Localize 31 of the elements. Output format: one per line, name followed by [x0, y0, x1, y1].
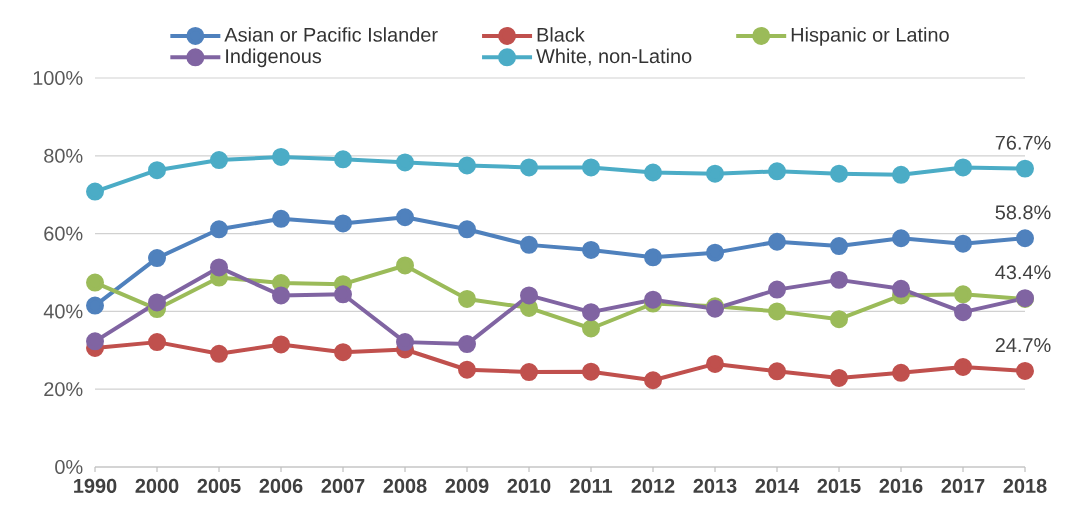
legend-label: Black	[537, 27, 585, 42]
legend-label: Asian or Pacific Islander	[224, 27, 438, 42]
legend-label: Hispanic or Latino	[791, 27, 949, 46]
y-tick-label: 20%	[44, 382, 83, 397]
y-tick-label: 40%	[43, 304, 83, 319]
x-tick-label: 2011	[570, 478, 613, 493]
x-tick-label: 2012	[631, 478, 675, 493]
x-tick-label: 2005	[197, 478, 241, 493]
y-tick-label: 0%	[55, 459, 83, 475]
legend-label: White, non-Latino	[536, 48, 692, 66]
y-tick-label: 80%	[44, 148, 83, 163]
y-tick-label: 60%	[44, 226, 83, 241]
x-tick-label: 2018	[1003, 478, 1047, 493]
x-tick-label: 2000	[135, 478, 179, 493]
y-tick-label: 100%	[33, 70, 83, 86]
x-tick-label: 1990	[74, 478, 117, 493]
data-label: 76.7%	[995, 135, 1051, 150]
x-tick-label: 2010	[507, 478, 551, 493]
x-tick-label: 2009	[445, 478, 489, 493]
data-label: 58.8%	[995, 205, 1051, 220]
x-tick-label: 2006	[259, 478, 303, 493]
data-label: 43.4%	[995, 265, 1051, 280]
data-label: 24.7%	[995, 338, 1051, 353]
x-tick-label: 2008	[383, 478, 427, 493]
x-tick-label: 2014	[755, 478, 800, 493]
x-tick-label: 2015	[817, 478, 861, 493]
x-tick-label: 2013	[693, 478, 737, 493]
x-tick-label: 2007	[321, 478, 365, 493]
x-tick-label: 2017	[941, 478, 985, 493]
x-tick-label: 2016	[879, 478, 923, 493]
legend-label: Indigenous	[226, 48, 322, 68]
